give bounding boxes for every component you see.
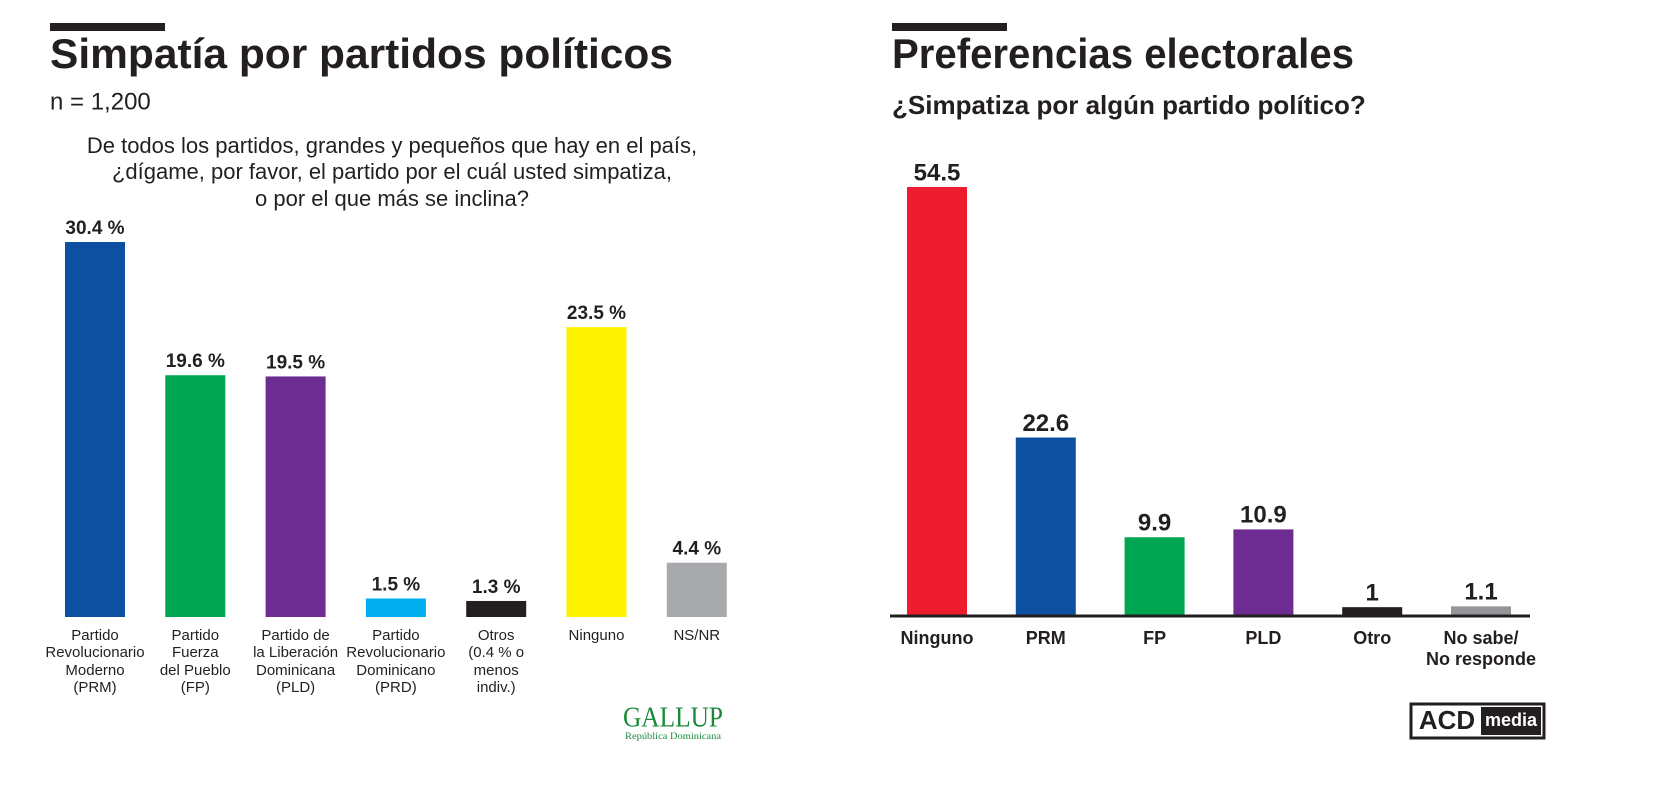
bar: [165, 375, 226, 617]
chart-title: Preferencias electorales: [892, 30, 1354, 77]
x-tick-label: NS/NR: [673, 627, 721, 644]
logo-subtitle: República Dominicana: [625, 731, 721, 741]
bar: [1451, 606, 1511, 615]
value-label: 23.5 %: [567, 303, 626, 324]
x-tick-label: Partido de la Liberación Dominicana (PLD…: [253, 627, 339, 696]
x-tick-label: Otros (0.4 % o menos indiv.): [468, 627, 525, 696]
value-label: 30.4 %: [65, 218, 124, 239]
value-label: 1.5 %: [372, 575, 421, 596]
x-tick-label: Ninguno: [568, 627, 625, 644]
question: De todos los partidos, grandes y pequeño…: [86, 133, 698, 211]
bar: [466, 600, 527, 617]
value-label: 22.6: [1022, 410, 1069, 437]
value-label: 1: [1366, 579, 1379, 606]
bar: [566, 327, 627, 617]
logo: GALLUP: [623, 702, 723, 733]
value-label: 54.5: [914, 159, 961, 186]
x-tick-label: FP: [1143, 628, 1167, 648]
bar: [65, 242, 125, 617]
value-label: 1.1: [1464, 579, 1497, 606]
value-label: 19.6 %: [166, 351, 225, 372]
bar: [1233, 529, 1294, 615]
x-tick-label: Partido Revolucionario Dominicano (PRD): [346, 627, 446, 696]
bar: [1015, 437, 1076, 615]
x-tick-label: Ninguno: [900, 628, 974, 648]
x-tick-label: Partido Fuerza del Pueblo (FP): [159, 627, 231, 696]
value-label: 9.9: [1138, 510, 1171, 537]
bar: [1124, 537, 1185, 615]
logo: ACD: [1419, 705, 1475, 735]
value-label: 1.3 %: [472, 577, 521, 598]
bar: [1342, 607, 1403, 615]
x-tick-label: No sabe/ No responde: [1425, 628, 1536, 669]
bar: [365, 598, 426, 617]
value-label: 19.5 %: [266, 352, 325, 373]
logo-suffix: media: [1485, 710, 1538, 730]
chart-subtitle: ¿Simpatiza por algún partido político?: [892, 90, 1366, 120]
bar: [666, 562, 727, 617]
x-tick-label: PRM: [1025, 628, 1066, 648]
x-tick-label: Otro: [1353, 628, 1392, 648]
value-label: 4.4 %: [673, 539, 722, 560]
chart-subtitle: n = 1,200: [50, 88, 151, 115]
title-rule: [892, 23, 1007, 31]
chart-title: Simpatía por partidos políticos: [50, 30, 673, 77]
value-label: 10.9: [1240, 502, 1287, 529]
x-tick-label: Partido Revolucionario Moderno (PRM): [45, 627, 145, 696]
logo-box: [1481, 707, 1541, 735]
x-tick-label: PLD: [1245, 628, 1282, 648]
title-rule: [50, 23, 165, 31]
bar: [265, 376, 326, 617]
bar: [907, 187, 967, 615]
